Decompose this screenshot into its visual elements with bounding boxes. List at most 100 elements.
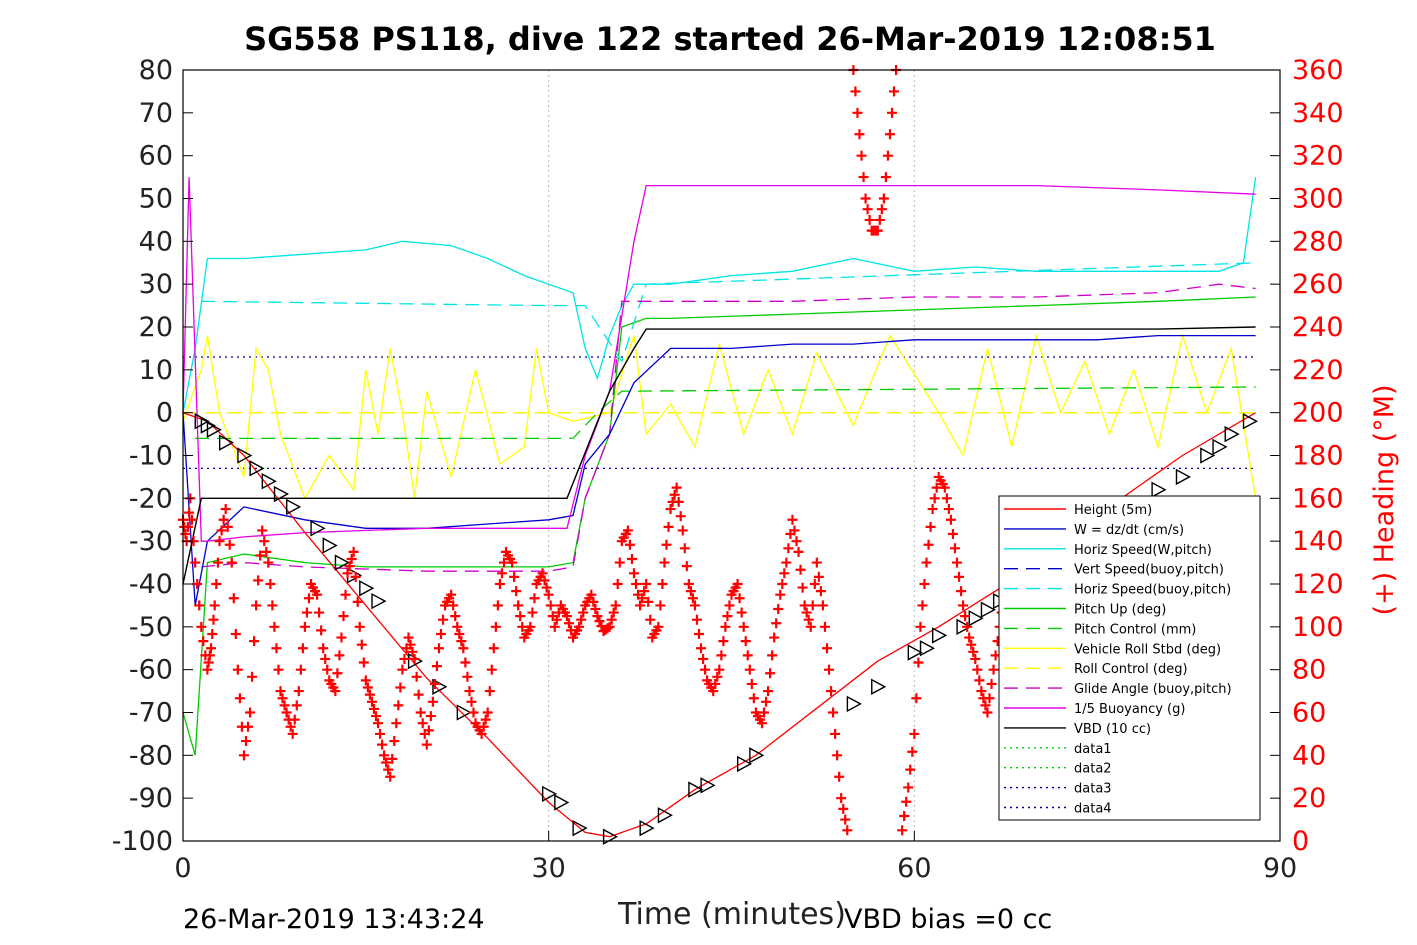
right-tick-label-8: 200 — [1292, 398, 1344, 429]
heading-point — [939, 482, 950, 493]
heading-point — [486, 664, 497, 675]
heading-point — [381, 757, 392, 768]
heading-point — [949, 543, 960, 554]
heading-point — [251, 600, 262, 611]
heading-point — [635, 600, 646, 611]
heading-point — [578, 607, 589, 618]
height-marker — [572, 819, 588, 837]
height-marker — [1224, 425, 1240, 443]
heading-point — [626, 554, 637, 565]
heading-point — [214, 536, 225, 547]
heading-point — [746, 678, 757, 689]
heading-point — [608, 607, 619, 618]
legend-label-7: Vehicle Roll Stbd (deg) — [1074, 642, 1221, 657]
heading-point — [478, 721, 489, 732]
heading-point — [354, 621, 365, 632]
heading-point — [375, 728, 386, 739]
heading-point — [243, 721, 254, 732]
gridlines — [548, 70, 915, 841]
heading-point — [951, 557, 962, 568]
heading-point — [809, 579, 820, 589]
heading-point — [417, 718, 428, 729]
height-marker — [310, 520, 326, 537]
height-marker — [1212, 438, 1228, 456]
heading-point — [947, 529, 958, 540]
heading-point — [860, 193, 871, 204]
heading-point — [194, 600, 205, 611]
heading-point — [826, 686, 837, 697]
left-tick-label-17: -90 — [129, 783, 173, 814]
heading-point — [429, 678, 440, 689]
right-tick-label-13: 100 — [1292, 612, 1344, 643]
heading-point — [911, 693, 922, 704]
heading-point — [854, 129, 865, 140]
heading-point — [222, 521, 233, 532]
heading-point — [771, 618, 782, 629]
heading-point — [675, 511, 686, 522]
heading-point — [537, 568, 548, 579]
heading-point — [496, 568, 507, 579]
height-marker — [218, 434, 235, 451]
heading-point — [606, 614, 617, 625]
right-tick-label-5: 260 — [1292, 269, 1344, 300]
heading-point — [815, 586, 826, 597]
right-tick-label-18: 0 — [1292, 826, 1309, 857]
heading-point — [293, 686, 304, 697]
heading-point — [224, 539, 235, 550]
heading-point — [962, 621, 973, 632]
height-marker — [688, 781, 704, 798]
series-horiz-buoy-line — [201, 262, 1256, 363]
heading-point — [209, 600, 220, 611]
heading-point — [207, 628, 218, 639]
height-marker — [956, 618, 972, 636]
heading-point — [322, 664, 333, 675]
heading-point — [413, 689, 424, 700]
heading-point — [362, 682, 373, 693]
heading-point — [539, 575, 550, 586]
height-marker — [980, 601, 996, 618]
heading-point — [828, 707, 839, 718]
heading-point — [563, 618, 574, 629]
heading-point — [541, 582, 552, 593]
heading-point — [312, 589, 323, 600]
heading-point — [338, 611, 349, 622]
legend-label-5: Pitch Up (deg) — [1074, 603, 1166, 618]
heading-point — [399, 653, 410, 664]
right-axis-label: (+) Heading (°M) — [1369, 384, 1400, 615]
heading-point — [358, 657, 369, 668]
heading-point — [708, 686, 719, 697]
heading-point — [907, 746, 918, 757]
right-tick-label-15: 60 — [1292, 698, 1326, 729]
height-marker — [639, 819, 655, 837]
heading-point — [435, 628, 446, 639]
heading-point — [889, 86, 900, 97]
heading-point — [438, 614, 449, 625]
heading-point — [779, 568, 790, 579]
right-tick-label-17: 20 — [1292, 783, 1326, 814]
heading-point — [279, 700, 290, 711]
heading-point — [458, 643, 469, 654]
heading-point — [824, 664, 835, 675]
heading-point — [586, 589, 597, 600]
heading-point — [913, 657, 924, 668]
heading-point — [482, 707, 493, 718]
left-tick-label-10: -20 — [129, 483, 173, 514]
heading-point — [840, 814, 851, 825]
heading-point — [679, 543, 690, 554]
legend-label-2: Horiz Speed(W,pitch) — [1074, 543, 1212, 558]
height-marker — [1242, 413, 1259, 430]
heading-point — [515, 611, 526, 622]
heading-point — [852, 107, 863, 118]
left-tick-label-11: -30 — [129, 526, 173, 557]
heading-point — [982, 707, 993, 718]
heading-point — [929, 493, 940, 504]
heading-point — [714, 664, 725, 675]
legend-label-3: Vert Speed(buoy,pitch) — [1074, 563, 1224, 578]
heading-point — [509, 571, 520, 582]
heading-point — [897, 825, 908, 836]
heading-point — [787, 514, 798, 525]
heading-point — [460, 657, 471, 668]
heading-point — [886, 107, 897, 118]
heading-point — [700, 664, 711, 675]
